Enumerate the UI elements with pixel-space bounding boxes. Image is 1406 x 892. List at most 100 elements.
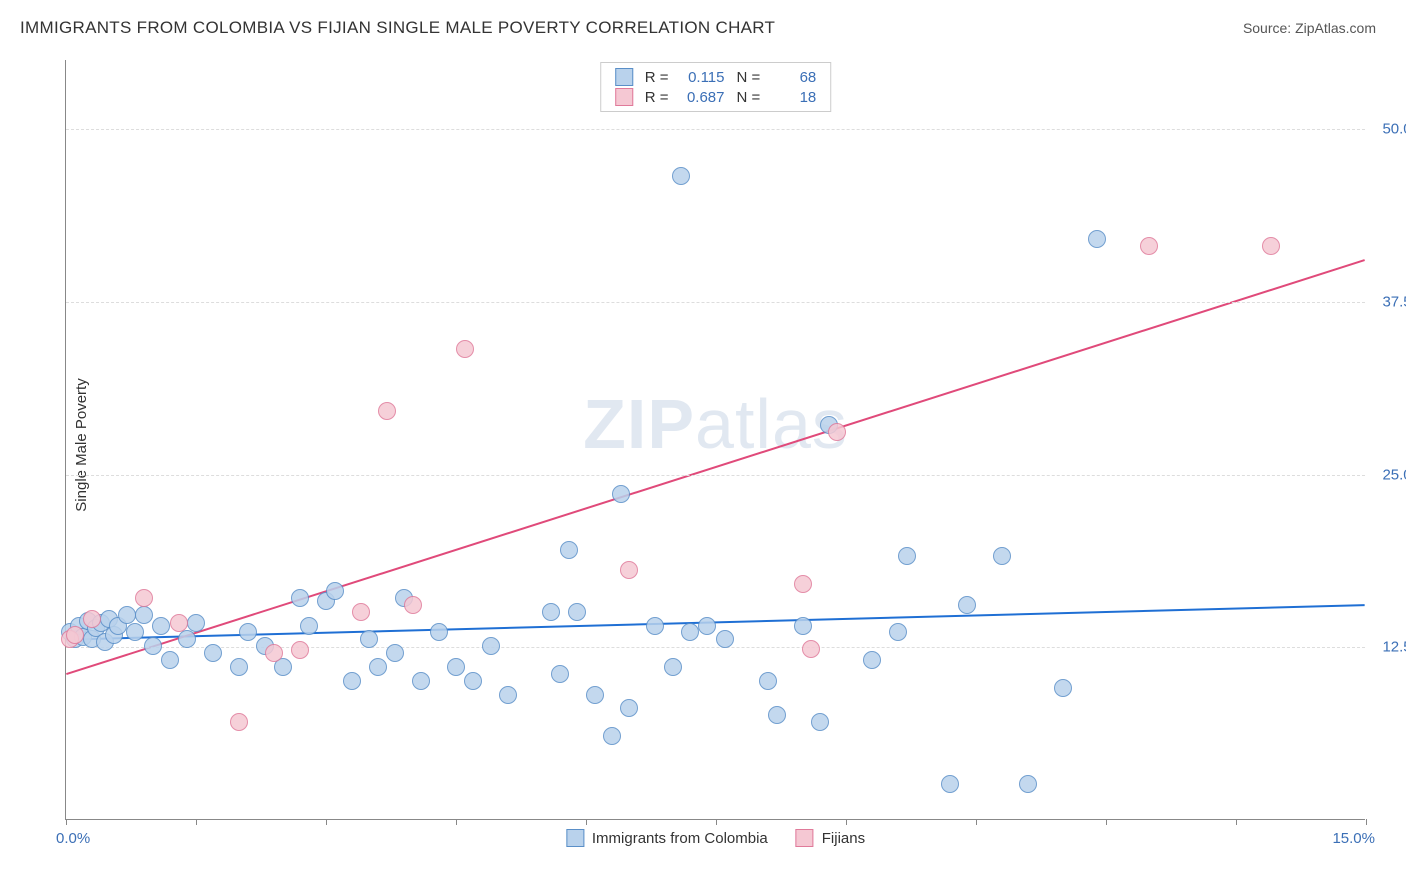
data-point bbox=[568, 603, 586, 621]
x-tick bbox=[196, 819, 197, 825]
stat-n-key: N = bbox=[737, 89, 761, 106]
data-point bbox=[499, 686, 517, 704]
x-tick bbox=[326, 819, 327, 825]
data-point bbox=[811, 713, 829, 731]
data-point bbox=[1140, 237, 1158, 255]
data-point bbox=[178, 630, 196, 648]
x-tick bbox=[586, 819, 587, 825]
data-point bbox=[802, 640, 820, 658]
data-point bbox=[551, 665, 569, 683]
data-point bbox=[456, 340, 474, 358]
data-point bbox=[326, 582, 344, 600]
data-point bbox=[404, 596, 422, 614]
data-point bbox=[794, 617, 812, 635]
data-point bbox=[352, 603, 370, 621]
data-point bbox=[768, 706, 786, 724]
x-tick bbox=[1106, 819, 1107, 825]
data-point bbox=[291, 589, 309, 607]
data-point bbox=[170, 614, 188, 632]
gridline bbox=[66, 475, 1365, 476]
plot-area: ZIPatlas R =0.115N =68R =0.687N =18 0.0%… bbox=[65, 60, 1365, 820]
y-tick-label: 25.0% bbox=[1382, 466, 1406, 483]
data-point bbox=[204, 644, 222, 662]
data-point bbox=[378, 402, 396, 420]
source-label: Source: ZipAtlas.com bbox=[1243, 20, 1376, 36]
x-tick bbox=[846, 819, 847, 825]
watermark: ZIPatlas bbox=[583, 384, 848, 464]
data-point bbox=[716, 630, 734, 648]
data-point bbox=[620, 561, 638, 579]
data-point bbox=[542, 603, 560, 621]
stat-r-key: R = bbox=[645, 69, 669, 86]
stat-n-value: 68 bbox=[768, 69, 816, 86]
data-point bbox=[863, 651, 881, 669]
stat-r-value: 0.115 bbox=[677, 69, 725, 86]
data-point bbox=[386, 644, 404, 662]
stat-n-key: N = bbox=[737, 69, 761, 86]
gridline bbox=[66, 129, 1365, 130]
stats-row: R = 0.115 N = 68 bbox=[615, 67, 817, 87]
data-point bbox=[161, 651, 179, 669]
data-point bbox=[83, 610, 101, 628]
data-point bbox=[759, 672, 777, 690]
data-point bbox=[230, 713, 248, 731]
data-point bbox=[1054, 679, 1072, 697]
data-point bbox=[664, 658, 682, 676]
stats-row: R = 0.687 N = 18 bbox=[615, 87, 817, 107]
legend-label-2: Fijians bbox=[822, 830, 865, 847]
data-point bbox=[66, 626, 84, 644]
data-point bbox=[265, 644, 283, 662]
stat-r-key: R = bbox=[645, 89, 669, 106]
y-tick-label: 12.5% bbox=[1382, 639, 1406, 656]
data-point bbox=[560, 541, 578, 559]
data-point bbox=[369, 658, 387, 676]
stats-box: R = 0.115 N = 68 R = 0.687 N = 18 bbox=[600, 62, 832, 112]
data-point bbox=[958, 596, 976, 614]
x-tick bbox=[1236, 819, 1237, 825]
data-point bbox=[300, 617, 318, 635]
data-point bbox=[291, 641, 309, 659]
data-point bbox=[698, 617, 716, 635]
data-point bbox=[941, 775, 959, 793]
data-point bbox=[612, 485, 630, 503]
stats-swatch bbox=[615, 68, 633, 86]
data-point bbox=[152, 617, 170, 635]
x-tick bbox=[66, 819, 67, 825]
stat-n-value: 18 bbox=[768, 89, 816, 106]
x-axis-max-label: 15.0% bbox=[1332, 830, 1375, 847]
data-point bbox=[681, 623, 699, 641]
data-point bbox=[620, 699, 638, 717]
y-tick-label: 50.0% bbox=[1382, 121, 1406, 138]
x-tick bbox=[716, 819, 717, 825]
data-point bbox=[1262, 237, 1280, 255]
data-point bbox=[898, 547, 916, 565]
data-point bbox=[230, 658, 248, 676]
data-point bbox=[126, 623, 144, 641]
chart-title: IMMIGRANTS FROM COLOMBIA VS FIJIAN SINGL… bbox=[20, 18, 775, 38]
data-point bbox=[464, 672, 482, 690]
x-tick bbox=[456, 819, 457, 825]
data-point bbox=[135, 606, 153, 624]
data-point bbox=[646, 617, 664, 635]
data-point bbox=[239, 623, 257, 641]
data-point bbox=[586, 686, 604, 704]
data-point bbox=[144, 637, 162, 655]
data-point bbox=[1088, 230, 1106, 248]
stats-swatch bbox=[615, 88, 633, 106]
data-point bbox=[828, 423, 846, 441]
data-point bbox=[993, 547, 1011, 565]
data-point bbox=[135, 589, 153, 607]
legend-swatch-2 bbox=[796, 829, 814, 847]
stat-r-value: 0.687 bbox=[677, 89, 725, 106]
y-tick-label: 37.5% bbox=[1382, 293, 1406, 310]
data-point bbox=[889, 623, 907, 641]
data-point bbox=[187, 614, 205, 632]
data-point bbox=[672, 167, 690, 185]
x-axis-min-label: 0.0% bbox=[56, 830, 90, 847]
data-point bbox=[360, 630, 378, 648]
data-point bbox=[447, 658, 465, 676]
trend-lines bbox=[66, 60, 1365, 819]
x-tick bbox=[976, 819, 977, 825]
data-point bbox=[794, 575, 812, 593]
data-point bbox=[1019, 775, 1037, 793]
